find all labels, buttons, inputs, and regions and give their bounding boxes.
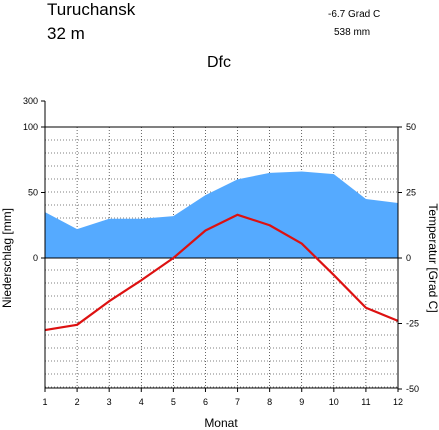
temperature-line bbox=[44, 213, 399, 332]
temperature-series bbox=[44, 213, 399, 332]
chart-title: Dfc bbox=[207, 54, 231, 71]
x-tick-label: 6 bbox=[203, 397, 208, 407]
annual-precipitation: 538 mm bbox=[334, 27, 370, 38]
x-tick-label: 2 bbox=[75, 397, 80, 407]
x-tick-label: 5 bbox=[171, 397, 176, 407]
x-tick-label: 10 bbox=[329, 397, 339, 407]
x-tick-label: 12 bbox=[393, 397, 403, 407]
precipitation-area bbox=[45, 171, 398, 259]
left-tick-label: 100 bbox=[23, 122, 38, 132]
left-axis-ticks: 0 50 100 300 bbox=[23, 96, 45, 263]
station-name: Turuchansk bbox=[47, 0, 136, 19]
mean-temperature: -6.7 Grad C bbox=[328, 9, 380, 20]
right-tick-label: -50 bbox=[406, 384, 419, 394]
x-axis-ticks: 1 2 3 4 5 6 7 8 9 10 11 12 bbox=[42, 388, 403, 407]
precipitation-area-fill bbox=[45, 171, 398, 258]
right-tick-label: 25 bbox=[406, 188, 416, 198]
left-tick-label: 50 bbox=[28, 188, 38, 198]
x-tick-label: 3 bbox=[107, 397, 112, 407]
right-tick-label: 50 bbox=[406, 122, 416, 132]
x-tick-label: 11 bbox=[361, 397, 370, 407]
y-axis-left-label: Niederschlag [mm] bbox=[0, 208, 14, 308]
station-elevation: 32 m bbox=[47, 24, 85, 43]
y-axis-right-label: Temperatur [Grad C] bbox=[426, 203, 439, 312]
right-tick-label: 0 bbox=[406, 253, 411, 263]
x-tick-label: 1 bbox=[42, 397, 47, 407]
left-tick-label: 300 bbox=[23, 96, 38, 106]
x-tick-label: 8 bbox=[267, 397, 272, 407]
x-axis-label: Monat bbox=[204, 416, 238, 430]
x-tick-label: 4 bbox=[139, 397, 144, 407]
x-tick-label: 7 bbox=[235, 397, 240, 407]
x-tick-label: 9 bbox=[299, 397, 304, 407]
right-axis-ticks: -50 -25 0 25 50 bbox=[398, 122, 419, 394]
left-tick-label: 0 bbox=[33, 253, 38, 263]
right-tick-label: -25 bbox=[406, 319, 419, 329]
